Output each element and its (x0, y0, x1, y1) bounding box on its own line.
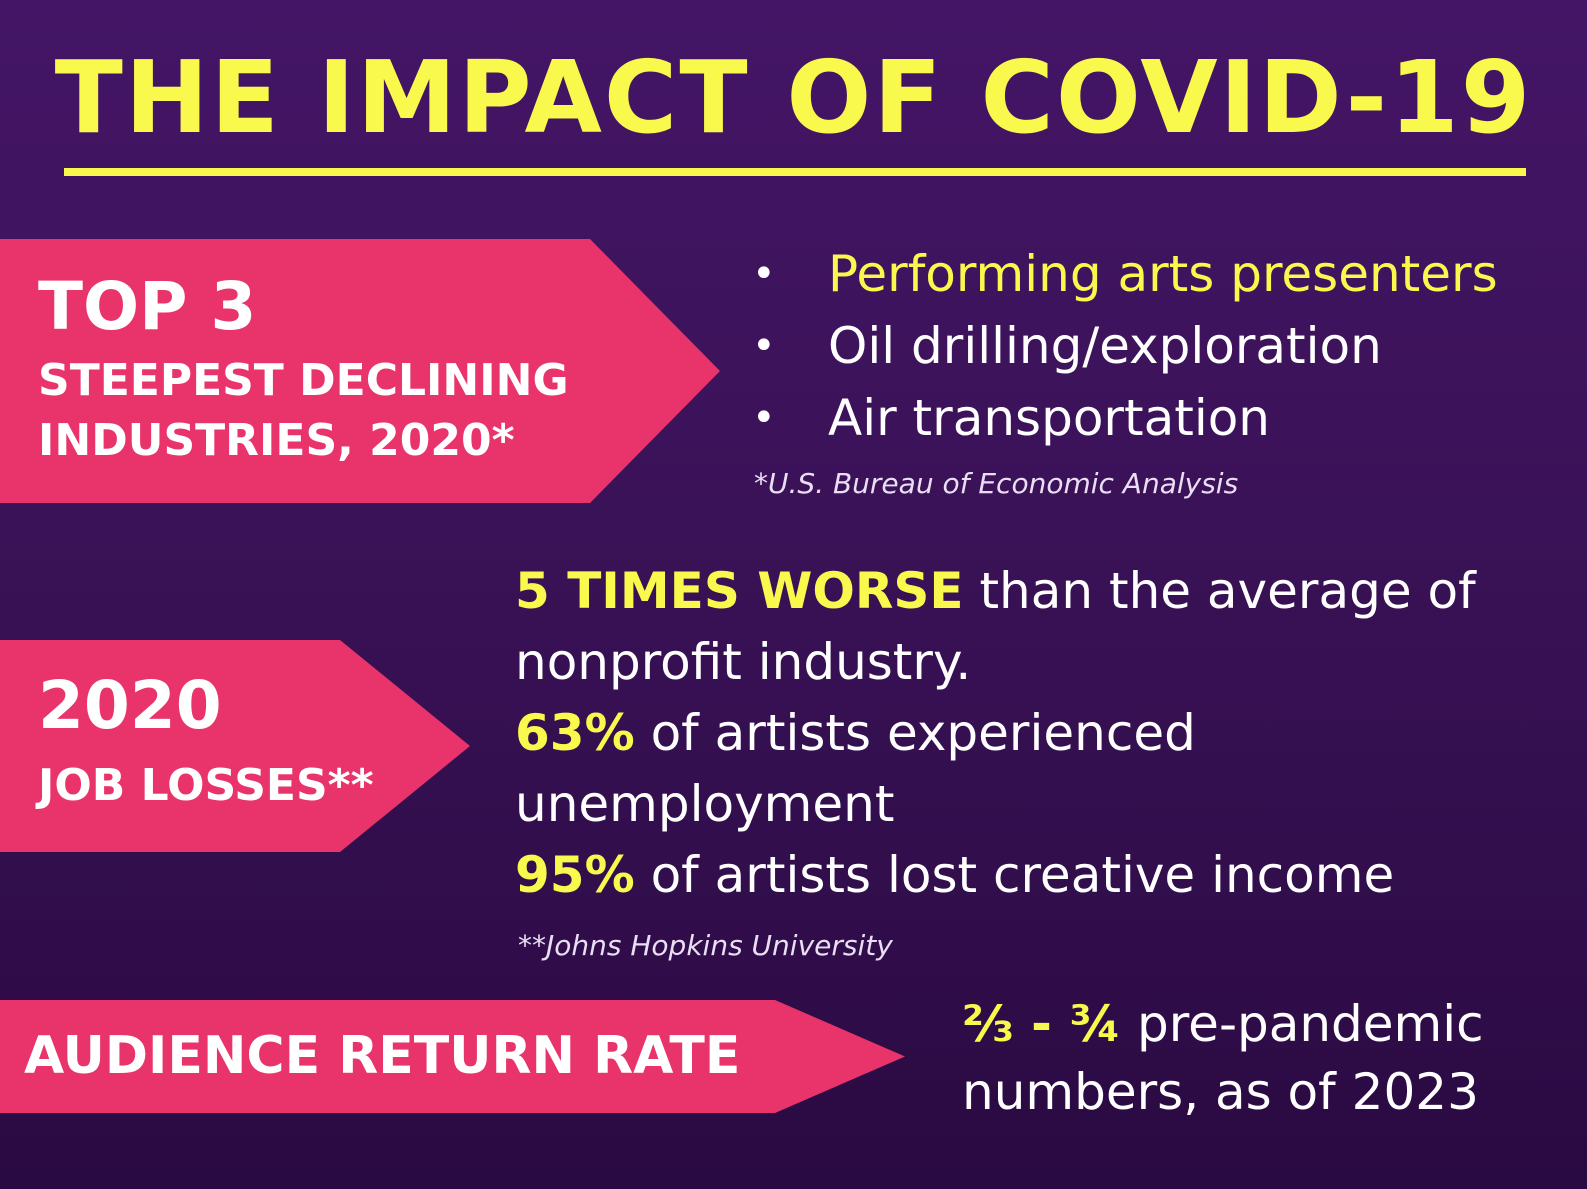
list-item: • Air transportation (750, 382, 1498, 454)
job-losses-text: 5 TIMES WORSE than the average of nonpro… (515, 556, 1476, 911)
list-item: • Oil drilling/exploration (750, 310, 1498, 382)
banner-top3-subheading-line1: STEEPEST DECLINING (38, 355, 569, 406)
job-losses-line3: 63% of artists experienced (515, 698, 1476, 769)
highlight-95-percent: 95% (515, 846, 635, 904)
source-note-jhu: **Johns Hopkins University (518, 929, 893, 962)
banner-audience-return-label: AUDIENCE RETURN RATE (24, 1026, 741, 1086)
banner-top3-subheading: STEEPEST DECLINING INDUSTRIES, 2020* (38, 351, 569, 471)
banner-job-losses-heading: 2020 (38, 667, 222, 744)
audience-return-text: ⅔ - ¾ pre-pandemic numbers, as of 2023 (962, 990, 1484, 1126)
banner-top3-heading: TOP 3 (38, 268, 257, 345)
highlight-times-worse: 5 TIMES WORSE (515, 562, 964, 620)
source-note-bea: *U.S. Bureau of Economic Analysis (754, 467, 1239, 500)
highlight-63-percent: 63% (515, 704, 635, 762)
line3-rest: of artists experienced (634, 704, 1196, 762)
line1-rest: than the average of (963, 562, 1476, 620)
banner-audience-return: AUDIENCE RETURN RATE (0, 1000, 905, 1113)
bullet-icon: • (752, 395, 776, 441)
banner-job-losses: 2020 JOB LOSSES** (0, 640, 470, 852)
industries-list: • Performing arts presenters • Oil drill… (750, 238, 1498, 454)
job-losses-line4: unemployment (515, 775, 895, 833)
highlight-fraction: ⅔ - ¾ (962, 995, 1122, 1053)
banner-top3-subheading-line2: INDUSTRIES, 2020* (38, 415, 515, 466)
bullet-icon: • (752, 323, 776, 369)
list-item-label: Air transportation (828, 389, 1270, 447)
list-item-label: Oil drilling/exploration (828, 317, 1382, 375)
job-losses-line5: 95% of artists lost creative income (515, 840, 1476, 911)
page-title: THE IMPACT OF COVID-19 (54, 39, 1533, 156)
job-losses-line2: nonprofit industry. (515, 633, 972, 691)
list-item: • Performing arts presenters (750, 238, 1498, 310)
job-losses-line1: 5 TIMES WORSE than the average of (515, 556, 1476, 627)
title-divider (64, 168, 1526, 176)
bullet-icon: • (752, 251, 776, 297)
audience-return-line1: ⅔ - ¾ pre-pandemic (962, 990, 1484, 1058)
list-item-label: Performing arts presenters (828, 245, 1498, 303)
banner-job-losses-subheading: JOB LOSSES** (38, 760, 374, 811)
audience-line1-rest: pre-pandemic (1121, 995, 1484, 1053)
audience-return-line2: numbers, as of 2023 (962, 1063, 1479, 1121)
line5-rest: of artists lost creative income (634, 846, 1395, 904)
banner-top3-industries: TOP 3 STEEPEST DECLINING INDUSTRIES, 202… (0, 239, 720, 503)
